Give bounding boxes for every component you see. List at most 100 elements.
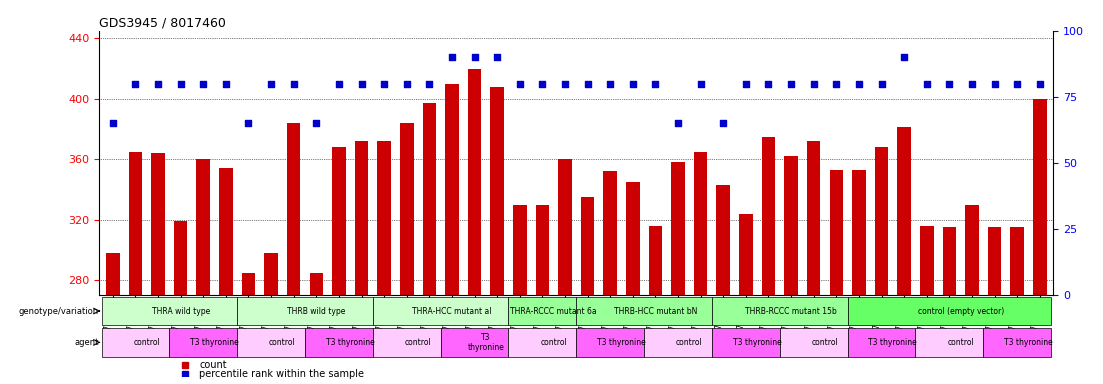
Text: THRB wild type: THRB wild type [287, 306, 345, 316]
Text: T3 thyronine: T3 thyronine [1004, 338, 1053, 347]
Bar [943, 227, 956, 295]
Bar [513, 205, 526, 295]
FancyBboxPatch shape [441, 328, 508, 357]
Point [285, 81, 302, 87]
Bar [446, 84, 459, 295]
Point [149, 81, 167, 87]
Point [489, 54, 506, 60]
Text: control: control [812, 338, 838, 347]
Text: THRB-HCC mutant bN: THRB-HCC mutant bN [613, 306, 697, 316]
Text: percentile rank within the sample: percentile rank within the sample [200, 369, 364, 379]
Bar [355, 141, 368, 295]
Bar [219, 168, 233, 295]
Bar [1034, 99, 1047, 295]
FancyBboxPatch shape [847, 328, 915, 357]
Point [239, 120, 257, 126]
FancyBboxPatch shape [237, 328, 306, 357]
Bar [377, 141, 390, 295]
Bar [581, 197, 595, 295]
FancyBboxPatch shape [576, 328, 644, 357]
Text: T3 thyronine: T3 thyronine [190, 338, 239, 347]
Point [1008, 81, 1026, 87]
Point [217, 81, 235, 87]
Text: T3 thyronine: T3 thyronine [325, 338, 375, 347]
Point [782, 81, 800, 87]
FancyBboxPatch shape [711, 297, 847, 325]
Bar [853, 170, 866, 295]
Bar [265, 253, 278, 295]
FancyBboxPatch shape [373, 328, 441, 357]
Text: THRA-HCC mutant al: THRA-HCC mutant al [413, 306, 492, 316]
Bar [491, 87, 504, 295]
Point [941, 81, 959, 87]
Point [872, 81, 890, 87]
Text: control: control [676, 338, 703, 347]
Point [918, 81, 935, 87]
Text: agent: agent [74, 338, 99, 347]
Text: T3
thyronine: T3 thyronine [468, 333, 504, 352]
FancyBboxPatch shape [170, 328, 237, 357]
Point [443, 54, 461, 60]
Bar [1010, 227, 1024, 295]
Text: THRA wild type: THRA wild type [151, 306, 210, 316]
FancyBboxPatch shape [101, 328, 170, 357]
Bar [196, 159, 210, 295]
Bar [898, 127, 911, 295]
Text: THRB-RCCC mutant 15b: THRB-RCCC mutant 15b [746, 306, 837, 316]
Point [670, 120, 687, 126]
Text: control: control [405, 338, 431, 347]
Bar [920, 226, 933, 295]
Point [601, 81, 619, 87]
Text: T3 thyronine: T3 thyronine [732, 338, 782, 347]
Bar [694, 152, 707, 295]
Point [760, 81, 778, 87]
Point [556, 81, 574, 87]
Point [896, 54, 913, 60]
Point [308, 120, 325, 126]
Bar [875, 147, 888, 295]
Point [692, 81, 709, 87]
Bar [829, 170, 843, 295]
Text: genotype/variation: genotype/variation [19, 306, 99, 316]
Bar [762, 137, 775, 295]
FancyBboxPatch shape [644, 328, 711, 357]
Bar [784, 156, 797, 295]
Bar [129, 152, 142, 295]
FancyBboxPatch shape [983, 328, 1051, 357]
Bar [672, 162, 685, 295]
Bar [400, 123, 414, 295]
FancyBboxPatch shape [576, 297, 711, 325]
Point [511, 81, 528, 87]
Text: control (empty vector): control (empty vector) [918, 306, 1004, 316]
Bar [174, 221, 188, 295]
Point [172, 81, 190, 87]
Point [579, 81, 597, 87]
Text: T3 thyronine: T3 thyronine [868, 338, 918, 347]
Point [986, 81, 1004, 87]
Text: control: control [947, 338, 974, 347]
Text: T3 thyronine: T3 thyronine [597, 338, 646, 347]
Text: THRA-RCCC mutant 6a: THRA-RCCC mutant 6a [511, 306, 597, 316]
Bar [965, 205, 978, 295]
FancyBboxPatch shape [237, 297, 373, 325]
Bar [627, 182, 640, 295]
FancyBboxPatch shape [915, 328, 983, 357]
Bar [558, 159, 571, 295]
Bar [739, 214, 752, 295]
Bar [988, 227, 1002, 295]
Text: count: count [200, 361, 227, 371]
Bar [468, 68, 481, 295]
FancyBboxPatch shape [780, 328, 847, 357]
FancyBboxPatch shape [306, 328, 373, 357]
Bar [310, 273, 323, 295]
FancyBboxPatch shape [508, 297, 576, 325]
Point [715, 120, 732, 126]
Point [805, 81, 823, 87]
FancyBboxPatch shape [711, 328, 780, 357]
Point [737, 81, 754, 87]
Bar [242, 273, 255, 295]
Point [375, 81, 393, 87]
Bar [151, 153, 164, 295]
Text: control: control [540, 338, 567, 347]
Point [850, 81, 868, 87]
